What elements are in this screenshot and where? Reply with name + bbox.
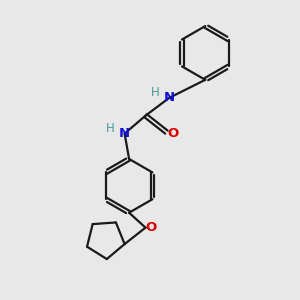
Text: H: H — [106, 122, 115, 135]
Text: N: N — [119, 127, 130, 140]
Text: O: O — [167, 127, 178, 140]
Text: O: O — [145, 221, 157, 234]
Text: N: N — [164, 91, 175, 104]
Text: H: H — [151, 86, 160, 99]
